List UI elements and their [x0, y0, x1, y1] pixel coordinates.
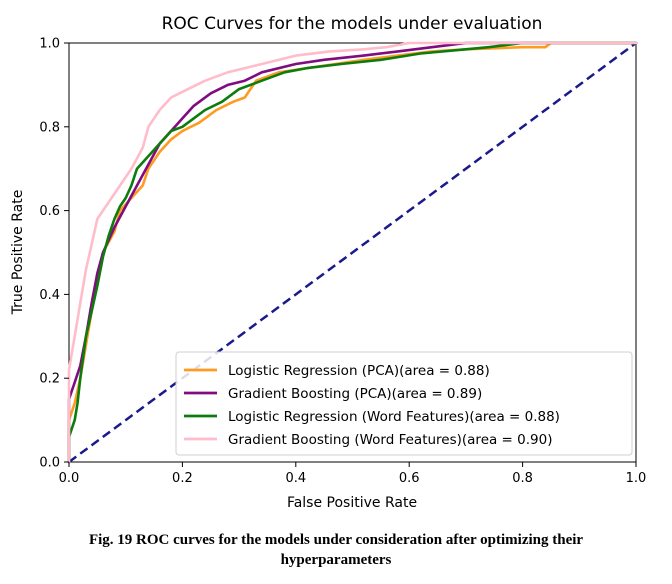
ticks-layer: 0.0 0.2 0.4 0.6 0.8 1.0 0.0 0.2 0.4 0.6 0.8 1.0 — [39, 37, 646, 487]
y-tick-label: 0.0 — [39, 456, 60, 471]
chance-diagonal-line — [68, 41, 637, 464]
x-tick-label: 0.2 — [172, 471, 193, 486]
legend-label: Gradient Boosting (Word Features)(area =… — [228, 432, 553, 448]
y-tick-label: 0.8 — [39, 120, 60, 135]
x-tick-label: 1.0 — [626, 471, 647, 486]
roc-series-line-4 — [67, 41, 638, 464]
x-tick-label: 0.4 — [285, 471, 306, 486]
y-tick-label: 0.6 — [39, 204, 60, 219]
x-tick-label: 0.0 — [59, 471, 80, 486]
legend-label: Logistic Regression (Word Features)(area… — [228, 409, 560, 425]
legend-label: Gradient Boosting (PCA)(area = 0.89) — [228, 386, 482, 402]
y-tick-label: 0.4 — [39, 288, 60, 303]
baseline-layer — [68, 41, 637, 464]
x-axis-label: False Positive Rate — [287, 495, 417, 511]
y-axis-label: True Positive Rate — [10, 190, 26, 316]
legend-label: Logistic Regression (PCA)(area = 0.88) — [228, 363, 490, 379]
roc-series-line-3 — [67, 41, 638, 464]
caption-line-1: Fig. 19 ROC curves for the models under … — [88, 532, 584, 548]
legend-box — [175, 351, 633, 456]
chart-title: ROC Curves for the models under evaluati… — [162, 14, 543, 34]
series-layer — [67, 41, 638, 464]
y-tick-label: 0.2 — [39, 372, 60, 387]
caption-line-2: hyperparameters — [280, 552, 392, 568]
x-tick-label: 0.8 — [512, 471, 533, 486]
legend: Logistic Regression (PCA)(area = 0.88) Gr… — [175, 351, 633, 456]
figure-caption: Fig. 19 ROC curves for the models under … — [0, 530, 672, 570]
x-tick-label: 0.6 — [399, 471, 420, 486]
y-tick-label: 1.0 — [39, 37, 60, 52]
